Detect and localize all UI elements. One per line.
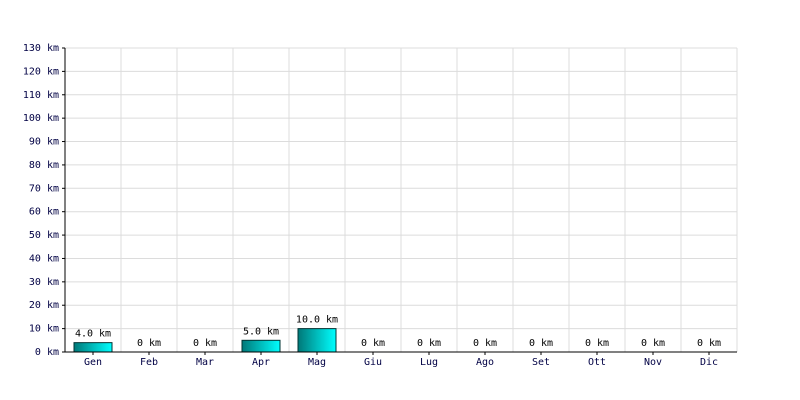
value-label: 0 km — [361, 338, 385, 349]
value-label: 0 km — [585, 338, 609, 349]
x-tick-label: Gen — [84, 357, 102, 368]
value-label: 0 km — [193, 338, 217, 349]
x-tick-label: Mar — [196, 357, 214, 368]
x-tick-label: Ago — [476, 357, 494, 368]
y-tick-label: 10 km — [29, 324, 59, 335]
y-tick-label: 120 km — [23, 66, 59, 77]
y-tick-label: 40 km — [29, 253, 59, 264]
x-tick-label: Mag — [308, 357, 326, 368]
value-label: 0 km — [529, 338, 553, 349]
y-tick-label: 100 km — [23, 113, 59, 124]
y-tick-label: 0 km — [35, 347, 59, 358]
value-label: 10.0 km — [296, 315, 338, 326]
x-tick-label: Lug — [420, 357, 438, 368]
bar — [73, 342, 113, 353]
x-tick-label: Set — [532, 357, 550, 368]
x-tick-label: Ott — [588, 357, 606, 368]
y-tick-label: 80 km — [29, 160, 59, 171]
bar — [241, 339, 281, 353]
bar — [297, 328, 337, 353]
y-tick-label: 110 km — [23, 90, 59, 101]
y-tick-label: 60 km — [29, 207, 59, 218]
x-tick-label: Apr — [252, 357, 270, 368]
y-tick-label: 70 km — [29, 183, 59, 194]
x-tick-label: Feb — [140, 357, 158, 368]
value-label: 0 km — [641, 338, 665, 349]
value-label: 0 km — [137, 338, 161, 349]
y-tick-label: 50 km — [29, 230, 59, 241]
y-tick-label: 90 km — [29, 137, 59, 148]
x-tick-label: Dic — [700, 357, 718, 368]
value-label: 0 km — [697, 338, 721, 349]
y-tick-label: 30 km — [29, 277, 59, 288]
y-tick-label: 130 km — [23, 43, 59, 54]
y-tick-label: 20 km — [29, 300, 59, 311]
value-label: 0 km — [417, 338, 441, 349]
x-tick-label: Giu — [364, 357, 382, 368]
value-label: 5.0 km — [243, 326, 279, 337]
value-label: 0 km — [473, 338, 497, 349]
x-tick-label: Nov — [644, 357, 662, 368]
value-label: 4.0 km — [75, 329, 111, 340]
